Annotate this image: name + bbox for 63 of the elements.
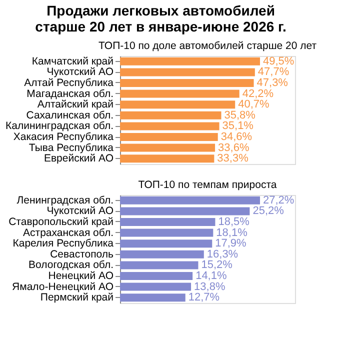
chart-title: Продажи легковых автомобилей старше 20 лет в январе-июне 2026 г.	[35, 2, 286, 34]
bar	[120, 272, 193, 280]
bar	[120, 111, 222, 120]
data-label: 18,5%	[218, 216, 250, 228]
bar	[120, 144, 216, 152]
y-tick-label: Калининградская обл.	[6, 120, 114, 132]
y-tick-label: Карелия Республика	[12, 238, 114, 250]
data-label: 47,7%	[258, 66, 290, 78]
data-label: 15,2%	[201, 259, 233, 272]
bar	[120, 133, 218, 141]
bar	[120, 240, 212, 248]
y-tick-label: Тыва Республика	[28, 142, 114, 154]
bar	[120, 68, 255, 76]
y-tick-label: Сахалинская обл.	[26, 109, 114, 122]
y-tick-label: Алтай Республика	[24, 77, 114, 89]
data-label: 33,3%	[217, 152, 249, 165]
data-label: 34,6%	[220, 131, 252, 143]
bar	[120, 282, 192, 291]
bar	[120, 122, 220, 130]
bar	[120, 57, 260, 66]
y-tick-label: Хакасия Республика	[13, 131, 114, 143]
y-tick-label: Чукотский АО	[46, 205, 114, 218]
data-label: 25,2%	[252, 205, 284, 218]
data-label: 35,1%	[222, 120, 254, 132]
data-label: 47,3%	[256, 77, 288, 89]
data-label: 16,3%	[206, 248, 238, 260]
y-tick-label: Пермский край	[40, 292, 114, 304]
bar	[120, 218, 216, 226]
data-label: 40,7%	[238, 98, 270, 111]
y-tick-label: Ямало-Ненецкий АО	[12, 280, 114, 293]
data-label: 33,6%	[218, 142, 250, 154]
bar	[120, 228, 214, 237]
bar	[120, 261, 198, 270]
data-label: 42,2%	[242, 88, 274, 100]
y-tick-label: Ставропольский край	[8, 216, 114, 228]
bar	[120, 294, 186, 302]
data-label: 49,5%	[263, 55, 294, 68]
y-tick-label: Вологодская обл.	[28, 259, 114, 272]
y-tick-label: Камчатский край	[32, 55, 114, 68]
bar	[120, 250, 204, 258]
bar	[120, 79, 254, 87]
bar	[120, 207, 250, 216]
bar	[120, 196, 260, 204]
y-tick-label: Магаданская обл.	[26, 88, 114, 100]
chart-title: ТОП-10 по темпам прироста	[138, 178, 277, 191]
data-label: 14,1%	[196, 270, 227, 282]
chart-subtitle: ТОП-10 по доле автомобилей старше 20 лет	[98, 40, 317, 52]
y-tick-label: Астраханская обл.	[23, 226, 114, 239]
data-label: 13,8%	[194, 280, 226, 293]
data-label: 18,1%	[216, 226, 248, 239]
y-tick-label: Ненецкий АО	[48, 270, 114, 282]
bar	[120, 100, 236, 109]
y-tick-label: Севастополь	[50, 248, 114, 260]
y-tick-label: Чукотский АО	[46, 66, 114, 78]
bar	[120, 90, 240, 98]
data-label: 35,8%	[224, 109, 256, 122]
y-tick-label: Еврейский АО	[44, 152, 114, 165]
bar	[120, 154, 214, 163]
y-tick-label: Алтайский край	[37, 98, 114, 111]
data-label: 27,2%	[263, 194, 294, 206]
data-label: 17,9%	[215, 238, 247, 250]
data-label: 12,7%	[188, 292, 220, 304]
y-tick-label: Ленинградская обл.	[16, 194, 114, 206]
